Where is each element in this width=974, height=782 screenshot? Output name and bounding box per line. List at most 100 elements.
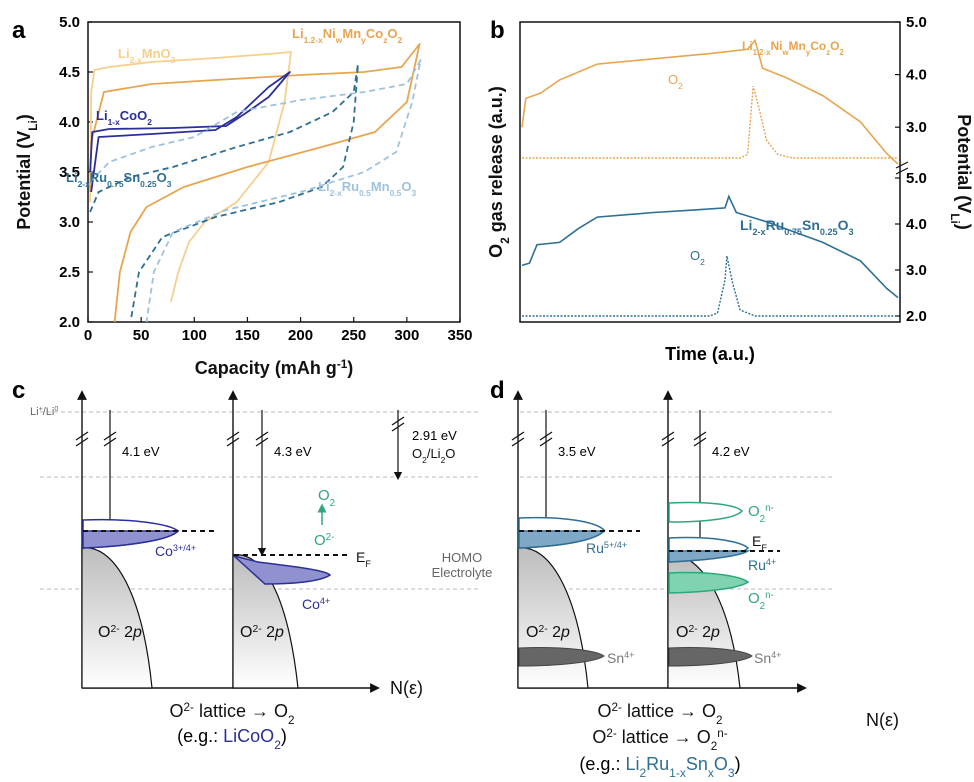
o-band-label-right: O2- 2p bbox=[240, 624, 284, 642]
series-line bbox=[89, 51, 292, 303]
n-eps-label: N(ε) bbox=[866, 710, 899, 730]
o2-li2o-gap-label: 2.91 eV bbox=[412, 428, 457, 443]
axis-break bbox=[226, 431, 240, 441]
series-line bbox=[89, 71, 291, 193]
gap-label: 4.2 eV bbox=[712, 444, 750, 459]
axis-break bbox=[895, 167, 909, 175]
sn-label-left: Sn4+ bbox=[607, 650, 635, 666]
axis-break bbox=[75, 437, 89, 447]
series-label: Li2-xMnO3 bbox=[118, 46, 176, 65]
y-axis-label: Potential (VLi) bbox=[14, 114, 40, 229]
axis-break bbox=[693, 431, 707, 441]
axis-break bbox=[103, 431, 117, 441]
panel-d-diagram: N(ε) 3.5 eV 4.2 eV Sn4+ Sn4+ Ru5+/4+ EF Ru4+ O2n… bbox=[511, 390, 899, 780]
series-label: Li2-xRu0.75Sn0.25O3 bbox=[66, 170, 172, 189]
y-tick-label: 4.5 bbox=[59, 64, 80, 81]
y-axis-label: O2 gas release (a.u.) bbox=[486, 86, 512, 258]
y2-tick-label: 2.0 bbox=[906, 308, 927, 325]
x-axis-label: Time (a.u.) bbox=[665, 344, 755, 364]
x-tick-label: 300 bbox=[394, 327, 419, 344]
axis-break bbox=[661, 431, 675, 441]
o-band-label-left: O2- 2p bbox=[526, 624, 570, 642]
axis-break bbox=[391, 416, 405, 426]
axis-break bbox=[255, 431, 269, 441]
co4-lobe bbox=[233, 555, 332, 585]
axis-break bbox=[255, 437, 269, 447]
caption-line-1: O2- lattice → O2 bbox=[598, 701, 723, 727]
series-label: Li2-xRu0.5Mn0.5O3 bbox=[318, 179, 416, 198]
series-label-top: Li1.2-xNiwMnyCozO2 bbox=[742, 39, 844, 57]
o2-li2o-label: O2/Li2O bbox=[412, 446, 455, 465]
series-label: Li1-xCoO2 bbox=[96, 108, 152, 127]
y2-tick-label: 4.0 bbox=[906, 67, 927, 84]
o2n-label-bottom: O2n- bbox=[748, 590, 774, 612]
o-2p-band bbox=[81, 547, 153, 689]
y-tick-label: 3.5 bbox=[59, 164, 80, 181]
potential-line bbox=[521, 38, 899, 165]
axis-break bbox=[226, 437, 240, 447]
axis-break bbox=[539, 431, 553, 441]
o2-minus-label: O2- bbox=[314, 532, 334, 550]
gap-label: 4.1 eV bbox=[122, 444, 160, 459]
co-label-left: Co3+/4+ bbox=[155, 543, 196, 559]
panel-c-diagram: N(ε) Li+/Li0 4.1 eV 4.3 eV Co3+/4+ EF Co4+ O2- … bbox=[30, 390, 493, 752]
y2-axis-label: Potential (VLi) bbox=[949, 114, 974, 229]
o2-product-label: O2 bbox=[318, 487, 335, 509]
x-tick-label: 0 bbox=[84, 327, 92, 344]
y-tick-label: 2.5 bbox=[59, 264, 80, 281]
y2-tick-label: 3.0 bbox=[906, 119, 927, 136]
caption-line-1: O2- lattice → O2 bbox=[170, 701, 295, 727]
panel-a-chart: 0 50 100 150 200 250 300 350 2.0 2.5 3.0 3.5 4.0 4.5 5… bbox=[14, 14, 473, 378]
y-tick-label: 4.0 bbox=[59, 114, 80, 131]
sn-label-right: Sn4+ bbox=[754, 650, 782, 666]
ru-label-right: Ru4+ bbox=[748, 557, 776, 573]
n-eps-label: N(ε) bbox=[390, 678, 423, 698]
axis-break bbox=[511, 431, 525, 441]
axis-break bbox=[539, 437, 553, 447]
y2-tick-label: 5.0 bbox=[906, 170, 927, 187]
o-band-label-left: O2- 2p bbox=[98, 624, 142, 642]
panel-letter-c: c bbox=[12, 377, 25, 404]
series-line bbox=[89, 63, 359, 323]
axis-break bbox=[511, 437, 525, 447]
axis-break bbox=[693, 437, 707, 447]
o2n-lobe-bottom bbox=[668, 571, 750, 594]
x-tick-label: 50 bbox=[133, 327, 150, 344]
y2-tick-label: 5.0 bbox=[906, 14, 927, 31]
o2n-lobe-top bbox=[668, 501, 744, 523]
sn-lobe-left bbox=[518, 646, 605, 667]
panel-b-frame bbox=[519, 21, 901, 323]
x-tick-label: 150 bbox=[235, 327, 260, 344]
series-line bbox=[89, 59, 422, 323]
co-label-right: Co4+ bbox=[302, 596, 330, 612]
axis-break bbox=[661, 437, 675, 447]
ru-label-left: Ru5+/4+ bbox=[586, 540, 627, 556]
y2-tick-label: 4.0 bbox=[906, 216, 927, 233]
gap-label: 4.3 eV bbox=[274, 444, 312, 459]
homo-label: HOMO bbox=[442, 550, 482, 565]
panel-letter-a: a bbox=[12, 17, 26, 44]
axis-break bbox=[391, 422, 405, 432]
x-tick-label: 250 bbox=[341, 327, 366, 344]
vacuum-level-label: Li+/Li0 bbox=[30, 405, 58, 418]
o2n-label-top: O2n- bbox=[748, 503, 774, 525]
caption-line-2: (e.g.: LiCoO2) bbox=[177, 726, 287, 752]
panel-letter-b: b bbox=[490, 17, 505, 44]
axis-break bbox=[103, 437, 117, 447]
o2-gas-line bbox=[522, 85, 898, 159]
caption-line-2: O2- lattice → O2n- bbox=[592, 727, 727, 753]
electrolyte-label: Electrolyte bbox=[432, 565, 493, 580]
x-axis-label: Capacity (mAh g-1) bbox=[195, 358, 353, 379]
o-2p-band bbox=[517, 547, 589, 689]
y2-tick-label: 3.0 bbox=[906, 262, 927, 279]
series-label: Li1.2-xNiwMnyCozO2 bbox=[292, 26, 403, 45]
potential-line bbox=[521, 194, 899, 299]
o2-label-bottom: O2 bbox=[690, 248, 705, 267]
gap-label: 3.5 eV bbox=[558, 444, 596, 459]
panel-a-frame bbox=[87, 21, 461, 323]
sn-lobe-right bbox=[668, 646, 753, 667]
panel-letter-d: d bbox=[490, 377, 505, 404]
axis-break bbox=[75, 431, 89, 441]
o2-label-top: O2 bbox=[668, 72, 683, 91]
